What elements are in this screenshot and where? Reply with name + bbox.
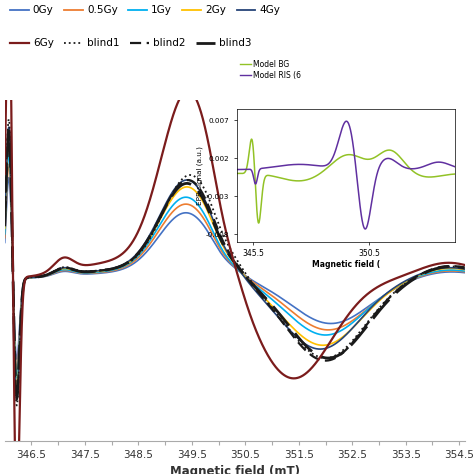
Legend: Model BG, Model RIS (6: Model BG, Model RIS (6 — [237, 57, 304, 83]
X-axis label: Magnetic field (mT): Magnetic field (mT) — [170, 465, 300, 474]
X-axis label: Magnetic field (: Magnetic field ( — [312, 260, 380, 269]
Legend: 0Gy, 0.5Gy, 1Gy, 2Gy, 4Gy: 0Gy, 0.5Gy, 1Gy, 2Gy, 4Gy — [10, 5, 280, 15]
Y-axis label: EPR signal (a.u.): EPR signal (a.u.) — [197, 146, 203, 205]
Legend: 6Gy, blind1, blind2, blind3: 6Gy, blind1, blind2, blind3 — [10, 38, 251, 48]
